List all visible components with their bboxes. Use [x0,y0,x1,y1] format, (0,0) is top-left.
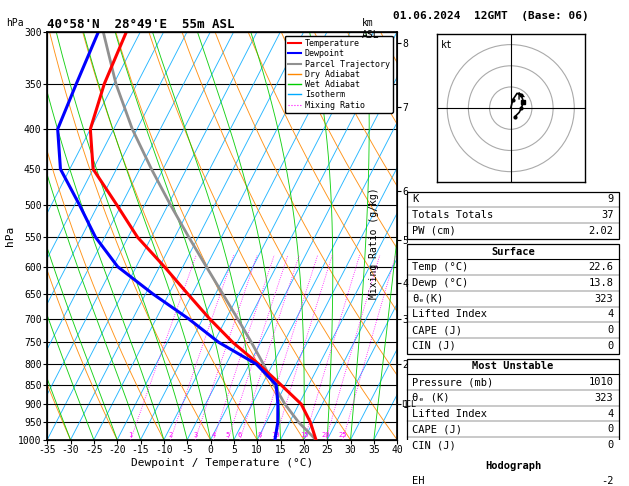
Text: Hodograph: Hodograph [485,461,541,470]
Text: EH: EH [413,476,425,486]
Text: 37: 37 [601,210,613,220]
Text: 2: 2 [169,432,172,438]
Text: 4: 4 [607,310,613,319]
Text: 4: 4 [607,409,613,418]
Text: 20: 20 [321,432,330,438]
Bar [407,458,619,486]
Bar [407,191,619,239]
Text: Totals Totals: Totals Totals [413,210,494,220]
Bar [407,243,619,354]
Text: 15: 15 [300,432,309,438]
Text: 0: 0 [607,325,613,335]
Text: CIN (J): CIN (J) [413,440,456,450]
Y-axis label: hPa: hPa [5,226,15,246]
Text: CIN (J): CIN (J) [413,341,456,351]
Text: kt: kt [441,40,453,51]
Text: 323: 323 [594,294,613,304]
Text: 1010: 1010 [589,377,613,387]
X-axis label: Dewpoint / Temperature (°C): Dewpoint / Temperature (°C) [131,458,313,468]
Text: Mixing Ratio (g/kg): Mixing Ratio (g/kg) [369,187,379,299]
Bar [407,359,619,453]
Legend: Temperature, Dewpoint, Parcel Trajectory, Dry Adiabat, Wet Adiabat, Isotherm, Mi: Temperature, Dewpoint, Parcel Trajectory… [285,36,393,113]
Text: 8: 8 [257,432,262,438]
Text: -2: -2 [601,476,613,486]
Text: 13.8: 13.8 [589,278,613,288]
Text: 323: 323 [594,393,613,403]
Text: CAPE (J): CAPE (J) [413,325,462,335]
Text: 9: 9 [607,194,613,205]
Text: © weatheronline.co.uk: © weatheronline.co.uk [451,426,575,436]
Text: Temp (°C): Temp (°C) [413,262,469,272]
Text: 22.6: 22.6 [589,262,613,272]
Text: 1: 1 [128,432,133,438]
Text: K: K [413,194,419,205]
Text: 4: 4 [211,432,216,438]
Text: 0: 0 [607,341,613,351]
Text: 2.02: 2.02 [589,226,613,236]
Text: PW (cm): PW (cm) [413,226,456,236]
Text: Lifted Index: Lifted Index [413,409,487,418]
Text: 10: 10 [271,432,279,438]
Text: Lifted Index: Lifted Index [413,310,487,319]
Text: θₑ (K): θₑ (K) [413,393,450,403]
Text: 3: 3 [193,432,198,438]
Text: 5: 5 [226,432,230,438]
Text: 0: 0 [607,424,613,434]
Text: Surface: Surface [491,246,535,257]
Text: LCL: LCL [401,399,416,409]
Text: Pressure (mb): Pressure (mb) [413,377,494,387]
Text: CAPE (J): CAPE (J) [413,424,462,434]
Text: Most Unstable: Most Unstable [472,362,554,371]
Text: 6: 6 [238,432,242,438]
Text: 40°58'N  28°49'E  55m ASL: 40°58'N 28°49'E 55m ASL [47,18,235,32]
Text: 0: 0 [607,440,613,450]
Text: 25: 25 [338,432,347,438]
Text: hPa: hPa [6,18,24,29]
Text: Dewp (°C): Dewp (°C) [413,278,469,288]
Text: θₑ(K): θₑ(K) [413,294,443,304]
Text: 01.06.2024  12GMT  (Base: 06): 01.06.2024 12GMT (Base: 06) [393,11,589,21]
Text: km
ASL: km ASL [362,18,380,40]
